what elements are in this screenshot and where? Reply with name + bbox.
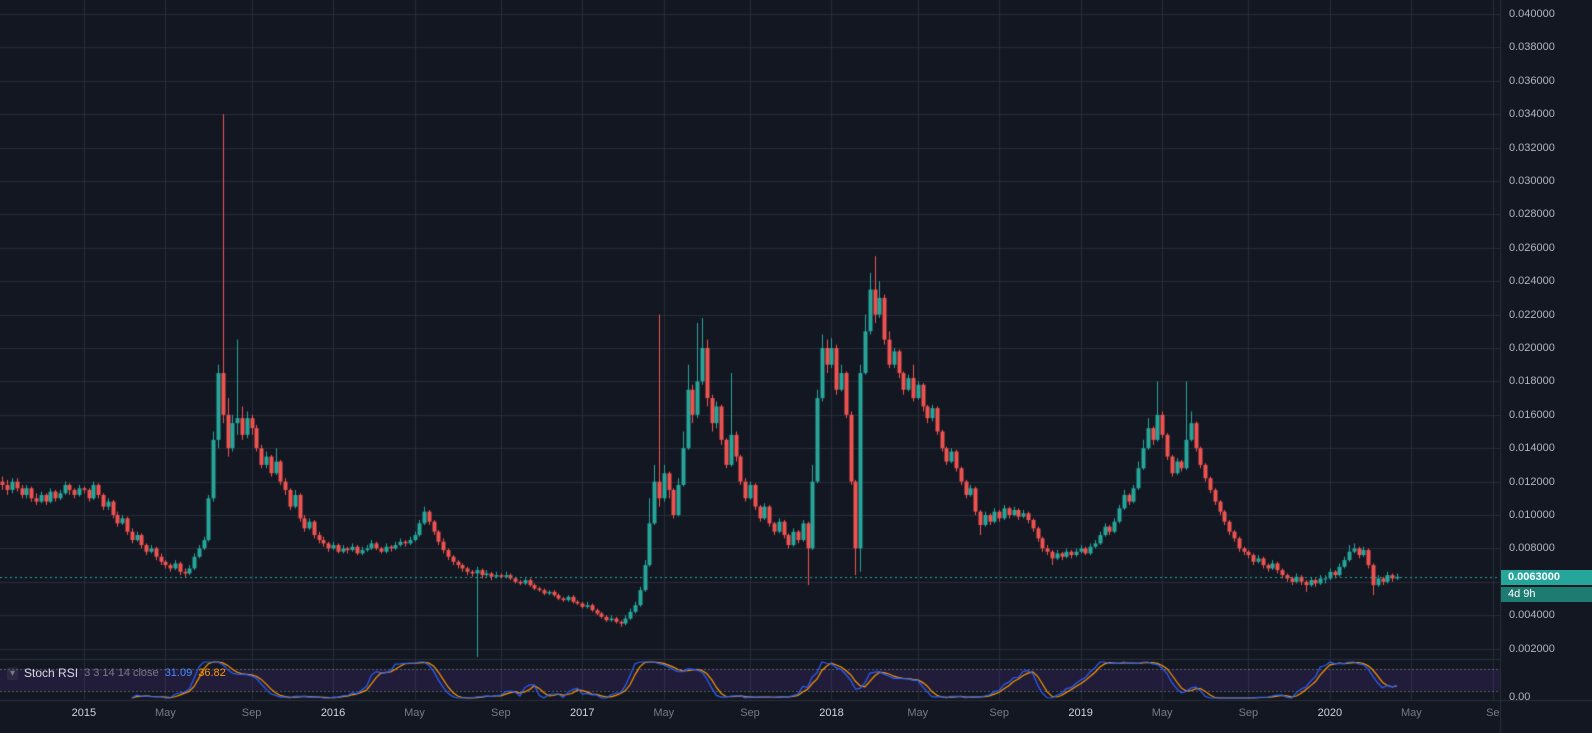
price-axis-label: 0.024000 [1509,275,1555,288]
time-axis-label: May [154,707,176,719]
chevron-down-icon[interactable]: ▾ [7,666,19,680]
price-axis-label: 0.036000 [1509,74,1555,87]
time-axis-label: Sep [989,707,1009,719]
price-axis-label: 0.018000 [1509,375,1555,388]
time-axis-label: 2015 [71,707,97,719]
price-axis-label: 0.034000 [1509,108,1555,121]
indicator-k-value: 31.09 [164,667,193,679]
time-axis-label: Sep [740,707,760,719]
time-axis-label: Sep [241,707,262,719]
time-axis-label: May [907,707,929,719]
indicator-d-value: 36.82 [198,667,226,679]
countdown-badge: 4d 9h [1501,586,1592,602]
time-axis-label: 2016 [320,707,346,719]
price-axis-label: 0.040000 [1509,8,1555,20]
time-axis-label: Sep [1238,707,1259,719]
price-axis-label: 0.022000 [1509,308,1555,321]
price-axis-label: 0.016000 [1509,408,1555,421]
price-axis-label: 0.038000 [1509,41,1555,54]
price-axis-label: 0.020000 [1509,342,1555,354]
price-axis-label: 0.032000 [1509,141,1555,154]
indicator-name[interactable]: Stoch RSI [24,666,79,680]
time-axis-label: 2017 [570,707,595,719]
price-axis-label: 0.010000 [1509,509,1555,521]
time-axis[interactable]: 2015 May Sep 2016 May Sep 2017 May Sep 2018 May Sep… [0,700,1500,733]
price-axis-label: 0.002000 [1509,642,1555,655]
price-axis-label: 0.004000 [1509,609,1555,622]
time-axis-label: May [1400,707,1422,719]
price-axis-label: 0.014000 [1509,442,1555,455]
time-axis-label: Sep [491,707,511,719]
indicator-legend: ▾ Stoch RSI 3 3 14 14 close 31.09 36.82 [7,666,226,680]
time-axis-label: May [404,707,425,719]
time-axis-label: May [653,707,675,719]
time-axis-label: 2019 [1068,707,1093,719]
time-axis-label: Se [1486,707,1500,719]
indicator-params: 3 3 14 14 close [84,667,159,679]
price-axis-label: 0.012000 [1509,475,1555,488]
time-axis-label: 2018 [819,707,844,719]
price-axis-label: 0.008000 [1509,542,1555,555]
time-axis-label: May [1151,707,1173,719]
time-axis-label: 2020 [1317,707,1343,719]
last-price-badge: 0.0063000 [1501,569,1592,585]
indicator-zero-label: 0.00 [1509,691,1531,703]
price-axis-label: 0.030000 [1509,175,1555,187]
price-axis-label: 0.026000 [1509,241,1555,254]
price-axis-label: 0.028000 [1509,208,1555,221]
